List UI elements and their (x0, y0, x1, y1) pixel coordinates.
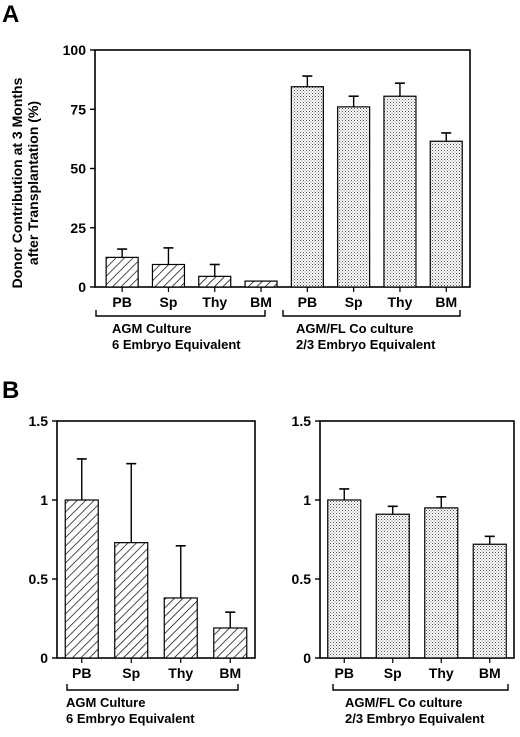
bar (213, 627, 248, 659)
group-label: AGM Culture (112, 321, 191, 336)
bar (290, 86, 324, 288)
group-bracket (95, 310, 266, 317)
bar (383, 95, 417, 288)
x-tick-label: Sp (160, 294, 178, 310)
bar (64, 499, 99, 659)
group-label: 2/3 Embryo Equivalent (296, 337, 436, 352)
y-tick-label: 25 (70, 220, 86, 236)
group-label: AGM/FL Co culture (345, 695, 462, 710)
y-axis-title-line: Donor Contribution at 3 Months (9, 77, 25, 288)
group-label: AGM/FL Co culture (296, 321, 413, 336)
group-label: 6 Embryo Equivalent (112, 337, 241, 352)
y-tick-label: 0.5 (29, 571, 49, 587)
x-tick-label: BM (250, 294, 272, 310)
x-tick-label: PB (298, 294, 317, 310)
y-tick-label: 1.5 (29, 413, 49, 429)
bar (244, 280, 278, 288)
group-bracket (332, 684, 509, 691)
x-tick-label: PB (72, 665, 91, 681)
bar (375, 513, 410, 659)
x-tick-label: PB (335, 665, 354, 681)
y-tick-label: 1.5 (292, 413, 312, 429)
bar (337, 106, 371, 288)
y-axis-title-line: after Transplantation (%) (25, 101, 41, 265)
panel-b-letter: B (2, 377, 19, 404)
bar (163, 597, 198, 659)
y-tick-label: 0.5 (292, 571, 312, 587)
y-tick-label: 0 (40, 650, 48, 666)
y-tick-label: 75 (70, 101, 86, 117)
x-tick-label: Thy (388, 294, 413, 310)
bar (429, 140, 463, 288)
y-tick-label: 0 (303, 650, 311, 666)
bar (327, 499, 362, 659)
plot-frame (319, 420, 515, 659)
y-tick-label: 50 (70, 161, 86, 177)
x-tick-label: Thy (429, 665, 454, 681)
bar (472, 543, 507, 659)
panel-a-letter: A (2, 1, 19, 28)
x-tick-label: BM (435, 294, 457, 310)
y-tick-label: 1 (303, 492, 311, 508)
x-tick-label: PB (112, 294, 131, 310)
group-bracket (66, 684, 239, 691)
x-tick-label: BM (219, 665, 241, 681)
bar (105, 256, 139, 288)
y-axis-title: Donor Contribution at 3 Monthsafter Tran… (9, 77, 41, 288)
x-tick-label: Sp (122, 665, 140, 681)
group-label: 6 Embryo Equivalent (66, 711, 195, 726)
bar (114, 542, 149, 659)
plot-frame (56, 420, 256, 659)
y-tick-label: 100 (63, 42, 87, 58)
group-bracket (282, 310, 461, 317)
x-tick-label: Thy (168, 665, 193, 681)
bar (198, 275, 232, 288)
bar (424, 507, 459, 659)
group-label: AGM Culture (66, 695, 145, 710)
bar (151, 263, 186, 288)
x-tick-label: Thy (202, 294, 227, 310)
x-tick-label: Sp (345, 294, 363, 310)
y-tick-label: 0 (78, 279, 86, 295)
x-tick-label: Sp (384, 665, 402, 681)
group-label: 2/3 Embryo Equivalent (345, 711, 485, 726)
chart-a: 0 25 50 75 100 PB Sp Thy BM PB Sp Thy BM Donor Contri… (9, 42, 471, 352)
y-tick-label: 1 (40, 492, 48, 508)
x-tick-label: BM (479, 665, 501, 681)
